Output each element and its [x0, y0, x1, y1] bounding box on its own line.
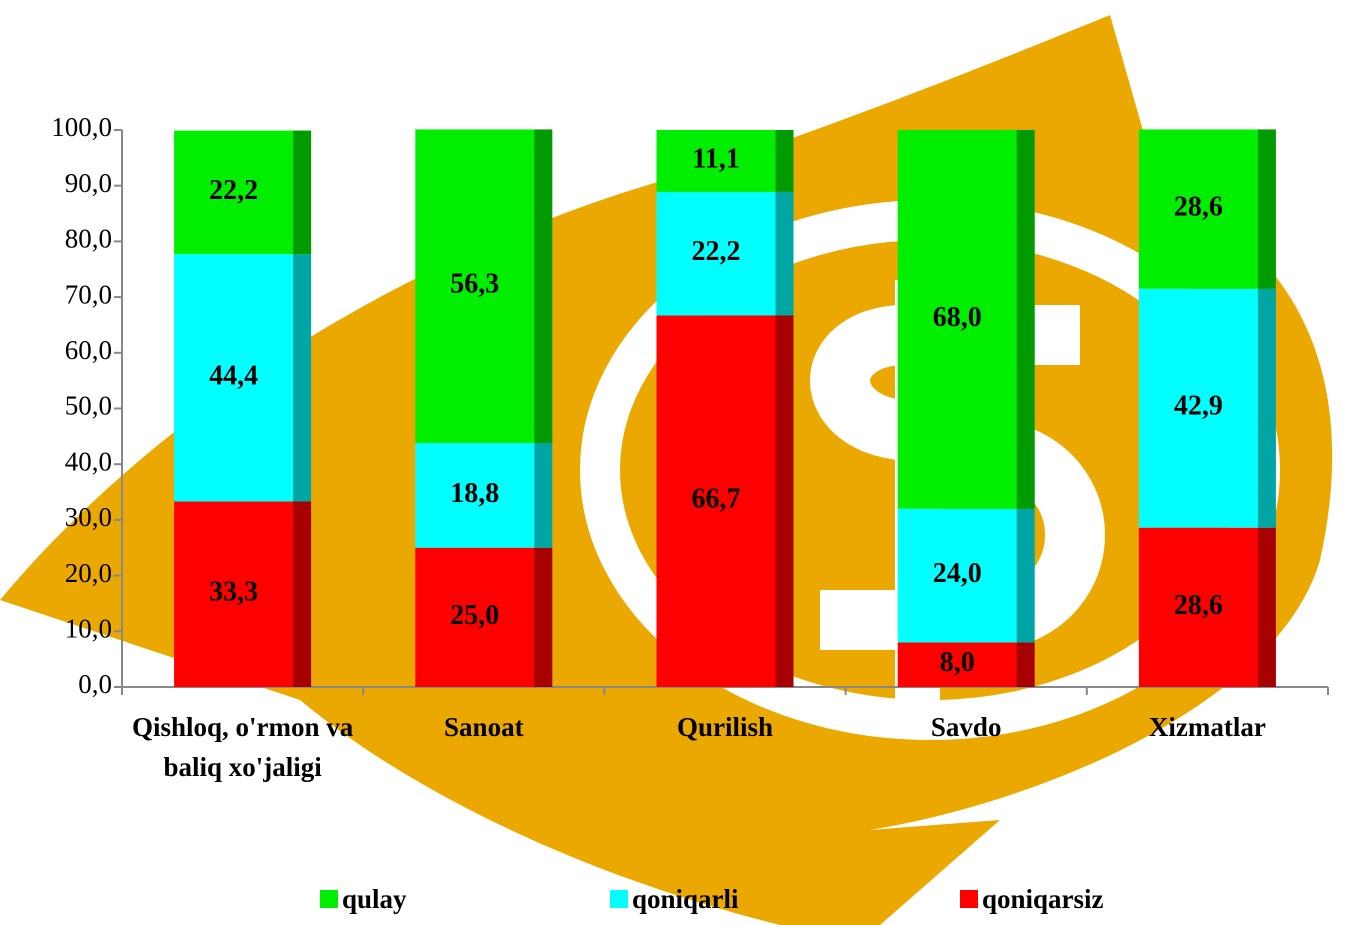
bar-shade: [293, 502, 311, 687]
bar-shade: [1258, 289, 1276, 528]
y-tick-label: 20,0: [65, 558, 112, 588]
bar-shade: [534, 548, 552, 687]
value-label: 42,9: [1174, 391, 1223, 422]
bar-shade: [1258, 129, 1276, 288]
y-tick-label: 50,0: [65, 391, 112, 421]
value-label: 18,8: [450, 478, 499, 509]
bar-shade: [1258, 528, 1276, 687]
bar-shade: [776, 315, 794, 687]
value-label: 22,2: [209, 175, 258, 206]
x-tick-label: Savdo: [846, 707, 1086, 747]
bar-shade: [1017, 509, 1035, 643]
y-tick-label: 0,0: [78, 669, 112, 699]
value-label: 11,1: [692, 143, 739, 174]
value-label: 28,6: [1174, 192, 1223, 223]
legend-swatch: [960, 890, 978, 908]
value-label: 24,0: [933, 558, 982, 589]
bar-shade: [293, 131, 311, 255]
bar-shade: [776, 130, 794, 192]
y-tick-label: 40,0: [65, 446, 112, 476]
value-label: 44,4: [209, 360, 258, 391]
legend-label: qulay: [342, 884, 407, 914]
y-tick-label: 70,0: [65, 279, 112, 309]
x-tick-label: Xizmatlar: [1087, 707, 1327, 747]
value-label: 56,3: [450, 269, 499, 300]
bar-shade: [534, 443, 552, 548]
bar-shade: [534, 129, 552, 443]
value-label: 28,6: [1174, 590, 1223, 621]
value-label: 33,3: [209, 577, 258, 608]
legend-label: qoniqarli: [632, 884, 739, 914]
legend-label: qoniqarsiz: [982, 884, 1104, 914]
page: 0,0 10,0 20,0 30,0 40,0 50,0 60,0 70,0 80,0 90,0 1…: [0, 0, 1346, 925]
x-tick-label: Qurilish: [605, 707, 845, 747]
y-tick-label: 90,0: [65, 168, 112, 198]
y-tick-label: 60,0: [65, 335, 112, 365]
legend-swatch: [610, 890, 628, 908]
bar-shade: [293, 254, 311, 501]
legend-swatch: [320, 890, 338, 908]
y-tick-label: 80,0: [65, 224, 112, 254]
value-label: 68,0: [933, 302, 982, 333]
y-tick-label: 10,0: [65, 614, 112, 644]
value-label: 66,7: [692, 484, 741, 515]
value-label: 22,2: [692, 236, 741, 267]
bar-shade: [1017, 130, 1035, 509]
bar-shade: [776, 192, 794, 316]
value-label: 25,0: [450, 600, 499, 631]
bar-shade: [1017, 642, 1035, 687]
value-label: 8,0: [940, 647, 975, 678]
y-tick-label: 30,0: [65, 502, 112, 532]
x-tick-label: Qishloq, o'rmon va baliq xo'jaligi: [123, 707, 363, 787]
y-tick-label: 100,0: [51, 112, 112, 142]
x-tick-label: Sanoat: [364, 707, 604, 747]
